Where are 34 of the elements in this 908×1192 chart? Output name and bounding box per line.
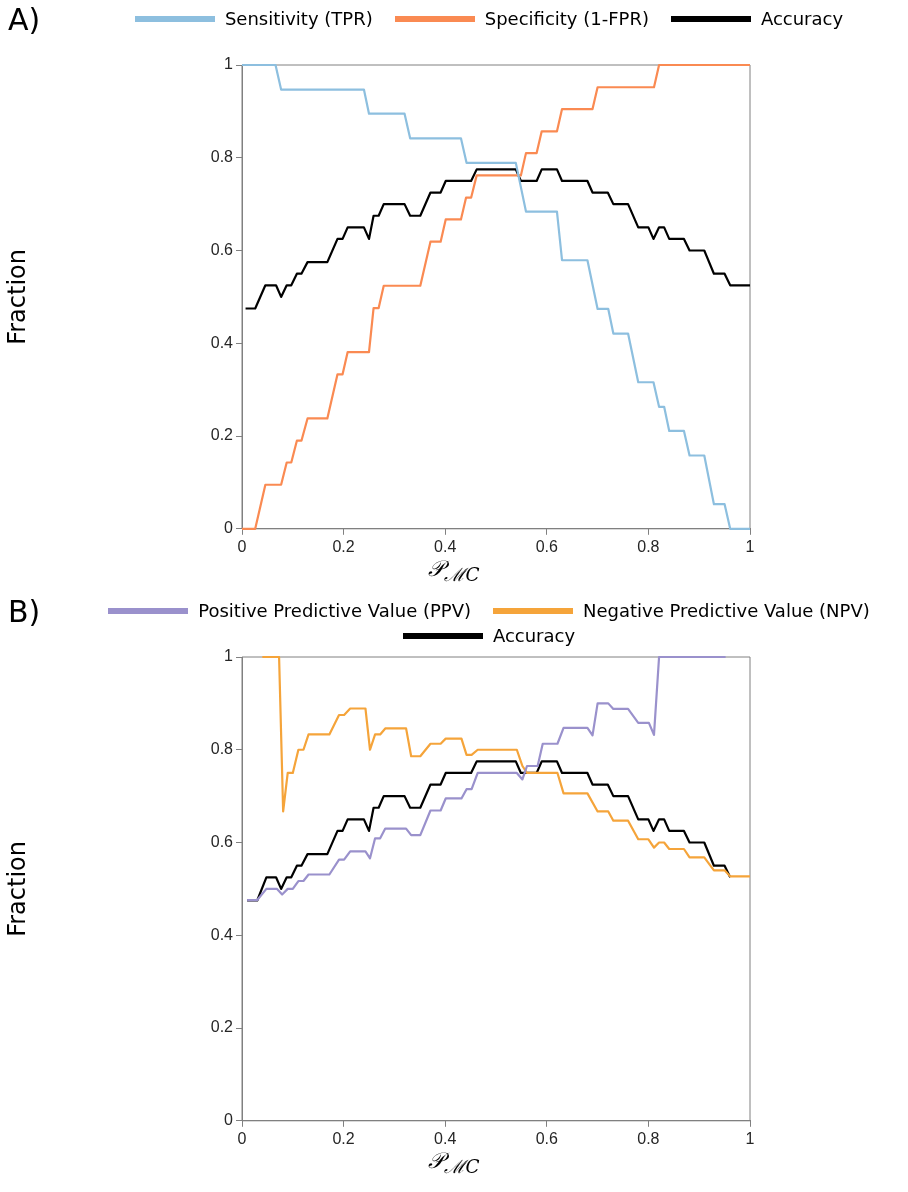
y-tick-label: 0	[224, 519, 234, 537]
legend-label: Accuracy	[760, 8, 844, 29]
x-tick-label: 0.8	[637, 537, 660, 555]
y-tick-label: 0.2	[210, 1018, 234, 1036]
x-tick-label: 0	[237, 1129, 247, 1147]
x-tick-label: 1	[745, 537, 755, 555]
y-axis-title: Fraction	[2, 248, 31, 345]
legend-label: Accuracy	[492, 625, 576, 646]
y-tick-label: 0	[224, 1111, 234, 1129]
legend-label: Negative Predictive Value (NPV)	[583, 600, 870, 621]
x-tick-label: 0.2	[332, 1129, 355, 1147]
y-tick-label: 1	[224, 647, 234, 665]
y-tick-label: 0.2	[210, 426, 234, 444]
y-tick-label: 0.8	[210, 740, 234, 758]
x-tick-label: 1	[745, 1129, 755, 1147]
x-tick-label: 0.6	[535, 537, 559, 555]
y-tick-label: 0.8	[210, 148, 234, 166]
y-tick-label: 0.4	[210, 925, 234, 943]
x-tick-label: 0.4	[434, 537, 457, 555]
x-tick-label: 0.8	[637, 1129, 660, 1147]
chart-title: A)	[8, 2, 41, 37]
x-tick-label: 0.6	[535, 1129, 559, 1147]
x-tick-label: 0	[237, 537, 247, 555]
x-tick-label: 0.2	[332, 537, 355, 555]
y-axis-title: Fraction	[2, 840, 31, 937]
chart-title: B)	[8, 594, 41, 629]
y-tick-label: 0.6	[210, 832, 234, 850]
x-tick-label: 0.4	[434, 1129, 457, 1147]
legend-label: Sensitivity (TPR)	[224, 8, 373, 29]
legend-label: Specificity (1-FPR)	[484, 8, 649, 29]
legend-label: Positive Predictive Value (PPV)	[198, 600, 471, 621]
y-tick-label: 1	[224, 55, 234, 73]
y-tick-label: 0.6	[210, 240, 234, 258]
y-tick-label: 0.4	[210, 333, 234, 351]
